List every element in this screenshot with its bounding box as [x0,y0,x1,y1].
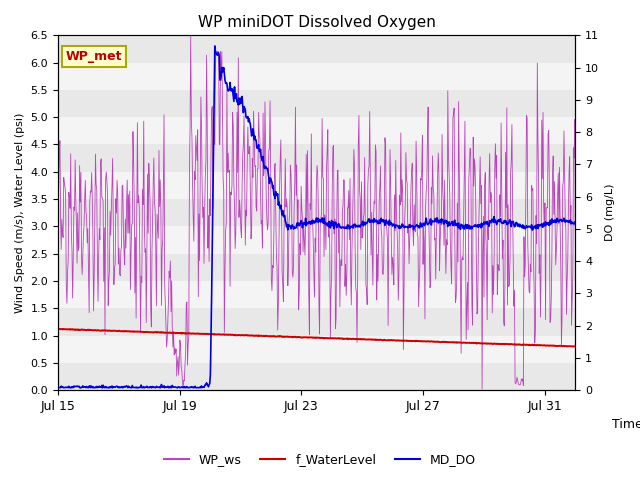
Bar [58,62,575,90]
Bar [58,144,575,172]
Y-axis label: DO (mg/L): DO (mg/L) [605,184,614,241]
Bar [58,36,575,62]
Bar [58,363,575,390]
Bar [58,308,575,336]
Bar [58,281,575,308]
Bar [58,172,575,199]
Bar [58,227,575,253]
Y-axis label: Wind Speed (m/s), Water Level (psi): Wind Speed (m/s), Water Level (psi) [15,112,25,313]
Bar [58,336,575,363]
Title: WP miniDOT Dissolved Oxygen: WP miniDOT Dissolved Oxygen [198,15,436,30]
Text: WP_met: WP_met [66,50,122,63]
Legend: WP_ws, f_WaterLevel, MD_DO: WP_ws, f_WaterLevel, MD_DO [159,448,481,471]
Bar [58,117,575,144]
X-axis label: Time: Time [612,419,640,432]
Bar [58,199,575,227]
Bar [58,90,575,117]
Bar [58,253,575,281]
